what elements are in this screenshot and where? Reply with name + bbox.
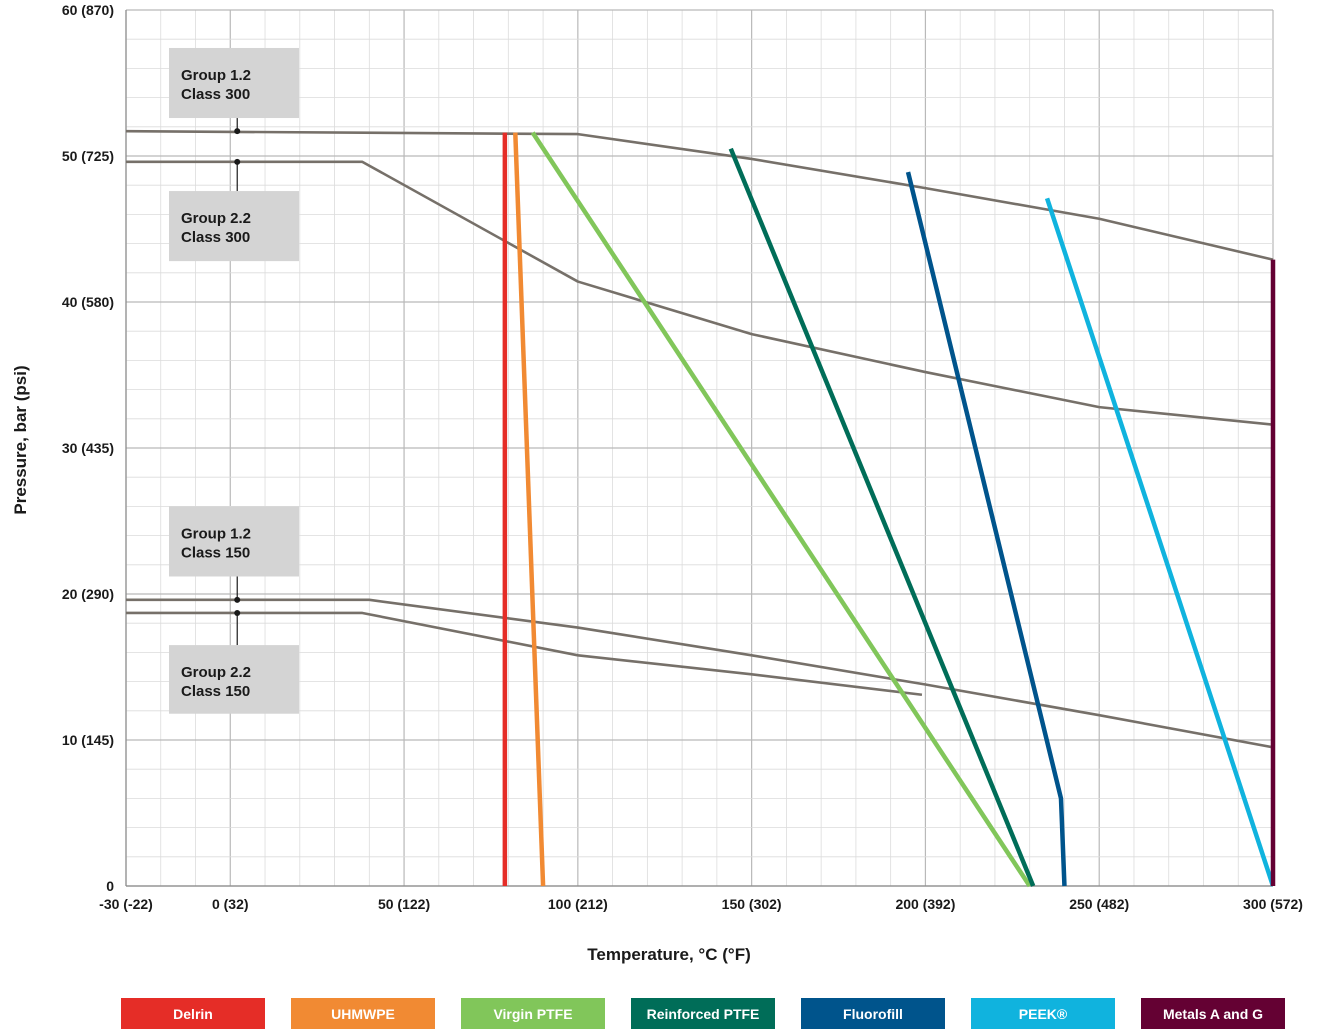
label-line-2: Class 150: [181, 683, 250, 700]
label-line-2: Class 300: [181, 229, 250, 246]
rating-curve: [125, 129, 1274, 261]
y-tick-label: 60 (870): [62, 2, 114, 18]
legend-item: Virgin PTFE: [461, 998, 605, 1029]
y-tick-label: 20 (290): [62, 586, 114, 602]
y-tick-label: 10 (145): [62, 732, 114, 748]
label-box: [169, 506, 299, 577]
rating-label: Group 1.2 Class 300: [169, 47, 299, 135]
x-tick-label: 0 (32): [212, 896, 249, 912]
tick-labels: -30 (-22) 0 (32) 50 (122) 100 (212) 150 (302…: [62, 2, 1303, 912]
x-tick-label: 200 (392): [895, 896, 955, 912]
label-dot: [234, 158, 241, 165]
x-tick-label: 250 (482): [1069, 896, 1129, 912]
label-box: [169, 47, 299, 119]
legend-item: Delrin: [121, 998, 265, 1029]
series-line: [1044, 197, 1276, 887]
rating-curve: [126, 611, 923, 697]
legend-item: Reinforced PTFE: [631, 998, 775, 1029]
x-tick-label: -30 (-22): [99, 896, 153, 912]
label-dot: [234, 609, 241, 616]
y-tick-label: 0: [106, 878, 114, 894]
legend-item: PEEK®: [971, 998, 1115, 1029]
label-line-1: Group 1.2: [181, 525, 251, 542]
rating-label: Group 2.2 Class 300: [169, 158, 299, 262]
label-line-1: Group 2.2: [181, 664, 251, 681]
rating-curve: [126, 598, 1274, 749]
legend-item: UHMWPE: [291, 998, 435, 1029]
x-tick-label: 100 (212): [548, 896, 608, 912]
x-tick-label: 300 (572): [1243, 896, 1303, 912]
label-dot: [234, 128, 241, 135]
rating-curves: [125, 129, 1274, 749]
y-axis-title: Pressure, bar (psi): [11, 365, 30, 514]
label-box: [169, 191, 299, 262]
series-line: [728, 147, 1036, 887]
rating-curve: [126, 160, 1274, 426]
label-line-1: Group 2.2: [181, 210, 251, 227]
legend-item: Metals A and G: [1141, 998, 1285, 1029]
x-tick-label: 150 (302): [722, 896, 782, 912]
rating-label: Group 1.2 Class 150: [169, 506, 299, 603]
x-axis-title: Temperature, °C (°F): [587, 945, 750, 964]
label-line-2: Class 150: [181, 544, 250, 561]
legend-item: Fluorofill: [801, 998, 945, 1029]
grid: [125, 9, 1274, 887]
label-line-2: Class 300: [181, 86, 250, 103]
rating-label: Group 2.2 Class 150: [169, 609, 299, 714]
series-line: [513, 132, 546, 887]
label-line-1: Group 1.2: [181, 67, 251, 84]
label-dot: [234, 596, 241, 603]
x-tick-label: 50 (122): [378, 896, 430, 912]
label-box: [169, 645, 299, 714]
legend: Delrin UHMWPE Virgin PTFE Reinforced PTFE Fl…: [121, 998, 1285, 1029]
y-tick-label: 30 (435): [62, 440, 114, 456]
series-line: [530, 131, 1032, 888]
series-line: [905, 171, 1067, 887]
y-tick-label: 50 (725): [62, 148, 114, 164]
y-tick-label: 40 (580): [62, 294, 114, 310]
seat-material-lines: [502, 131, 1276, 888]
